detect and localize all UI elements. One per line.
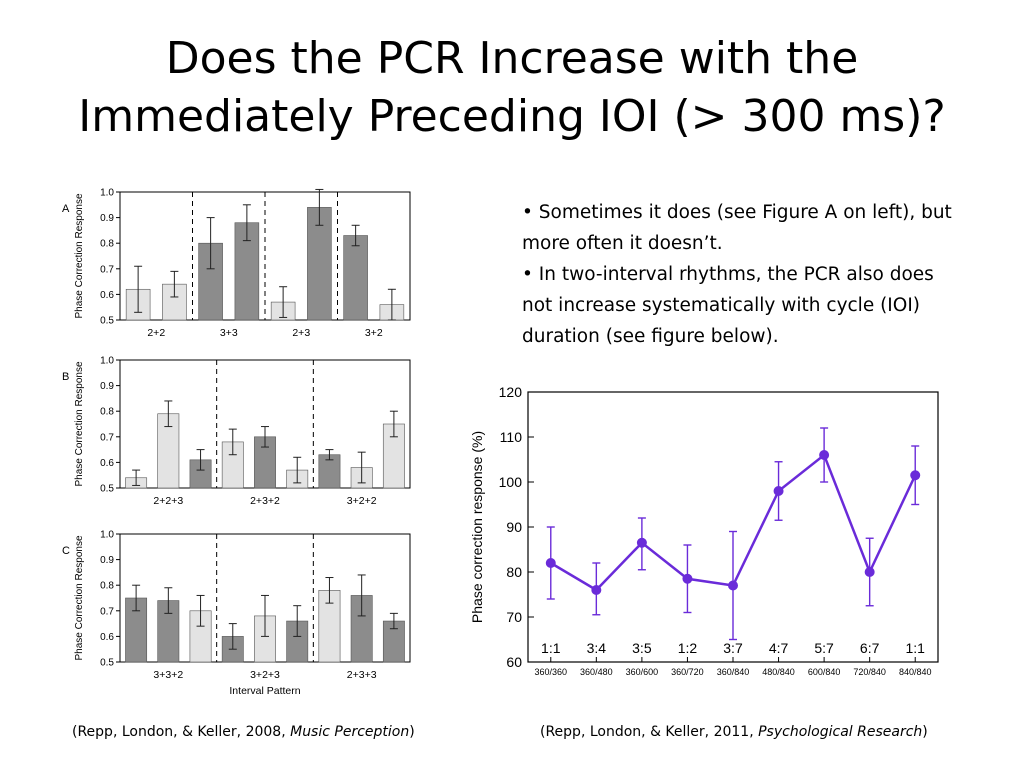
group-label: 2+3+2 bbox=[250, 495, 280, 507]
data-point bbox=[728, 580, 738, 591]
data-point bbox=[910, 470, 921, 481]
y-tick-label: 0.7 bbox=[100, 606, 114, 617]
y-tick-label: 0.6 bbox=[100, 290, 114, 301]
ratio-label: 3:5 bbox=[632, 640, 652, 656]
panel-c: C 0.5 0.6 0.7 0.8 0.9 1.0 Phase Correction Resp… bbox=[62, 530, 411, 697]
data-point bbox=[682, 573, 693, 584]
data-point bbox=[636, 537, 647, 548]
slide-title-line-2: Immediately Preceding IOI (> 300 ms)? bbox=[78, 91, 946, 142]
group-label: 2+3 bbox=[292, 327, 310, 339]
ratio-label: 3:4 bbox=[587, 640, 607, 656]
citation-right-close: ) bbox=[922, 724, 928, 740]
ratio-label: 1:1 bbox=[905, 640, 925, 656]
y-tick-label: 100 bbox=[499, 474, 523, 490]
group-label: 2+3+3 bbox=[347, 669, 377, 681]
bar bbox=[343, 235, 368, 321]
bullet-2: • In two-interval rhythms, the PCR also … bbox=[522, 264, 934, 347]
x-tick-label: 360/360 bbox=[535, 667, 568, 677]
ratio-label: 1:2 bbox=[678, 640, 698, 656]
y-tick-label: 90 bbox=[506, 519, 522, 535]
y-tick-label: 0.5 bbox=[100, 484, 114, 495]
group-label: 3+2 bbox=[365, 327, 383, 339]
ratio-label: 6:7 bbox=[860, 640, 880, 656]
y-tick-label: 0.6 bbox=[100, 632, 114, 643]
y-tick-label: 1.0 bbox=[100, 530, 114, 541]
y-tick-label: 0.7 bbox=[100, 264, 114, 275]
citation-right-journal: Psychological Research bbox=[758, 724, 923, 740]
y-tick-label: 1.0 bbox=[100, 356, 114, 367]
y-tick-label: 60 bbox=[506, 654, 522, 670]
data-point bbox=[591, 585, 602, 595]
bullet-list: • Sometimes it does (see Figure A on lef… bbox=[522, 197, 952, 352]
y-axis-label: Phase Correction Response bbox=[74, 193, 85, 319]
y-tick-label: 0.7 bbox=[100, 432, 114, 443]
ratio-label: 1:1 bbox=[541, 640, 561, 656]
citation-left-close: ) bbox=[409, 724, 415, 740]
group-label: 3+2+3 bbox=[250, 669, 280, 681]
x-axis-label: Interval Pattern bbox=[229, 685, 300, 697]
group-label: 3+3+2 bbox=[153, 669, 183, 681]
ratio-label: 3:7 bbox=[723, 640, 743, 656]
slide-title: Does the PCR Increase with the Immediate… bbox=[0, 30, 1024, 146]
y-tick-label: 0.9 bbox=[100, 213, 114, 224]
x-tick-label: 840/840 bbox=[899, 667, 932, 677]
data-point bbox=[545, 558, 556, 568]
figure-b-line-chart: 60 70 80 90 100 110 120 Phase correction respon… bbox=[469, 384, 939, 677]
y-tick-label: 0.6 bbox=[100, 458, 114, 469]
y-axis-label: Phase Correction Response bbox=[74, 361, 85, 487]
y-tick-label: 120 bbox=[499, 384, 523, 400]
y-axis-label: Phase Correction Response bbox=[74, 535, 85, 661]
data-point bbox=[773, 486, 784, 496]
figure-a-bar-panels: A 0.5 0.6 0.7 0.8 0.9 1.0 Phase Correction Resp… bbox=[62, 188, 411, 697]
x-tick-label: 360/600 bbox=[626, 667, 659, 677]
panel-b: B 0.5 0.6 0.7 0.8 0.9 1.0 Phase Correction Resp… bbox=[62, 356, 411, 507]
citation-left-text: (Repp, London, & Keller, 2008, bbox=[72, 724, 291, 740]
y-tick-label: 0.8 bbox=[100, 581, 114, 592]
ratio-label: 4:7 bbox=[769, 640, 789, 656]
panel-letter: B bbox=[62, 371, 69, 383]
data-point bbox=[864, 567, 875, 577]
data-point bbox=[819, 450, 830, 460]
y-tick-label: 0.5 bbox=[100, 316, 114, 327]
group-label: 2+2+3 bbox=[153, 495, 183, 507]
citation-left: (Repp, London, & Keller, 2008, Music Per… bbox=[72, 724, 415, 740]
y-tick-label: 110 bbox=[500, 429, 523, 445]
y-tick-label: 0.8 bbox=[100, 239, 114, 250]
citation-left-journal: Music Perception bbox=[290, 724, 410, 740]
bullet-1: • Sometimes it does (see Figure A on lef… bbox=[522, 202, 952, 254]
x-tick-label: 480/840 bbox=[762, 667, 795, 677]
y-tick-label: 0.5 bbox=[100, 658, 114, 669]
y-axis-label: Phase correction response (%) bbox=[469, 431, 485, 623]
x-tick-label: 600/840 bbox=[808, 667, 841, 677]
group-label: 2+2 bbox=[147, 327, 165, 339]
panel-letter: C bbox=[62, 545, 70, 557]
x-tick-label: 360/840 bbox=[717, 667, 750, 677]
group-label: 3+2+2 bbox=[347, 495, 377, 507]
y-tick-label: 80 bbox=[506, 564, 522, 580]
citation-right: (Repp, London, & Keller, 2011, Psycholog… bbox=[540, 724, 928, 740]
slide-title-line-1: Does the PCR Increase with the bbox=[165, 33, 859, 84]
x-tick-label: 720/840 bbox=[853, 667, 886, 677]
group-label: 3+3 bbox=[220, 327, 238, 339]
citation-right-text: (Repp, London, & Keller, 2011, bbox=[540, 724, 759, 740]
y-tick-label: 1.0 bbox=[100, 188, 114, 199]
y-tick-label: 0.9 bbox=[100, 555, 114, 566]
y-tick-label: 0.8 bbox=[100, 407, 114, 418]
panel-letter: A bbox=[62, 203, 70, 215]
y-tick-label: 0.9 bbox=[100, 381, 114, 392]
y-tick-label: 70 bbox=[506, 609, 522, 625]
x-tick-label: 360/720 bbox=[671, 667, 704, 677]
panel-a: A 0.5 0.6 0.7 0.8 0.9 1.0 Phase Correction Resp… bbox=[62, 188, 411, 339]
ratio-label: 5:7 bbox=[814, 640, 834, 656]
x-tick-label: 360/480 bbox=[580, 667, 613, 677]
